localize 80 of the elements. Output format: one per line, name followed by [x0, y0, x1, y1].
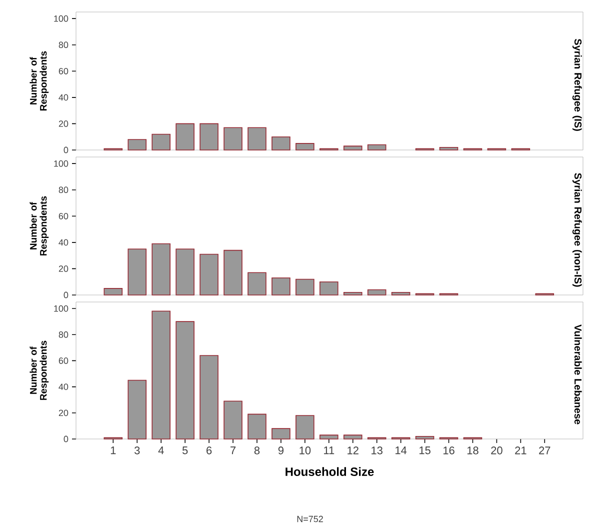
y-tick-label: 60	[58, 68, 68, 74]
y-tick-label: 0	[64, 146, 68, 154]
x-tick-label: 21	[515, 446, 526, 454]
y-tick-label: 40	[58, 94, 68, 101]
bar	[128, 139, 147, 150]
bar	[176, 321, 194, 440]
bar	[296, 143, 314, 150]
bar	[200, 355, 218, 440]
x-tick-label: 4	[158, 446, 164, 454]
x-tick-label: 13	[372, 446, 382, 454]
y-tick-label: 80	[58, 42, 68, 48]
x-tick-label: 15	[420, 446, 430, 454]
bar	[176, 248, 194, 296]
bar	[272, 136, 290, 150]
x-tick-label: 10	[300, 446, 311, 454]
bar	[320, 281, 338, 296]
y-tick-label: 100	[54, 305, 68, 312]
x-tick-label: 5	[182, 446, 188, 454]
x-tick-label: 20	[491, 446, 502, 454]
x-tick-label: 6	[206, 446, 212, 454]
y-axis-title: Number of Respondents	[30, 340, 49, 400]
bar	[152, 243, 170, 296]
y-tick-label: 20	[58, 266, 68, 272]
x-tick-label: 8	[254, 446, 260, 454]
y-tick-label: 60	[58, 212, 68, 220]
bar	[224, 127, 242, 150]
bar	[152, 310, 170, 440]
y-axis-title: Number of Respondents	[30, 51, 49, 110]
bar	[343, 292, 362, 296]
y-tick-label: 40	[58, 239, 68, 246]
bar	[343, 146, 362, 150]
bar	[248, 272, 266, 296]
bar	[224, 250, 242, 296]
bar	[224, 400, 242, 440]
bar	[296, 278, 314, 296]
bar	[391, 292, 410, 296]
bar	[296, 415, 314, 440]
y-tick-label: 40	[58, 384, 68, 390]
bar	[320, 434, 338, 440]
y-tick-label: 80	[58, 331, 68, 338]
x-tick-label: 1	[110, 446, 116, 454]
bar	[272, 278, 290, 296]
bar	[200, 123, 218, 150]
bar	[248, 414, 266, 440]
y-axis-title: Number of Respondents	[30, 196, 49, 256]
text: Vulnerable Lebanese	[574, 324, 582, 424]
y-tick-label: 100	[54, 15, 68, 22]
bar	[128, 248, 147, 296]
bar	[415, 436, 434, 440]
y-tick-label: 0	[64, 436, 68, 442]
x-tick-label: 9	[278, 446, 284, 454]
text: Syrian Refugee (non-IS)	[572, 173, 582, 287]
y-tick-label: 20	[58, 410, 68, 416]
bar	[104, 288, 123, 296]
x-tick-label: 12	[348, 446, 358, 454]
bar	[439, 146, 458, 150]
x-axis-title: Household Size	[286, 467, 374, 476]
y-tick-label: 80	[58, 186, 68, 194]
x-tick-label: 11	[324, 446, 334, 454]
text: N=752	[297, 516, 323, 522]
x-tick-label: 14	[396, 446, 407, 454]
bar	[200, 254, 218, 296]
bar	[176, 123, 194, 150]
y-tick-label: 20	[58, 120, 68, 127]
x-tick-label: 16	[443, 446, 454, 454]
bar	[367, 144, 386, 150]
bar	[343, 434, 362, 440]
bar	[152, 134, 170, 150]
text: Syrian Refugee (IS)	[572, 38, 582, 131]
x-tick-label: 7	[230, 446, 236, 454]
x-tick-label: 3	[134, 446, 140, 454]
x-tick-label: 18	[467, 446, 478, 454]
bar	[248, 127, 266, 150]
y-tick-label: 100	[54, 160, 68, 167]
y-tick-label: 0	[64, 292, 68, 298]
y-tick-label: 60	[58, 358, 68, 364]
bar	[128, 380, 147, 440]
bar	[367, 289, 386, 296]
bar	[272, 428, 290, 440]
x-tick-label: 27	[539, 446, 550, 454]
